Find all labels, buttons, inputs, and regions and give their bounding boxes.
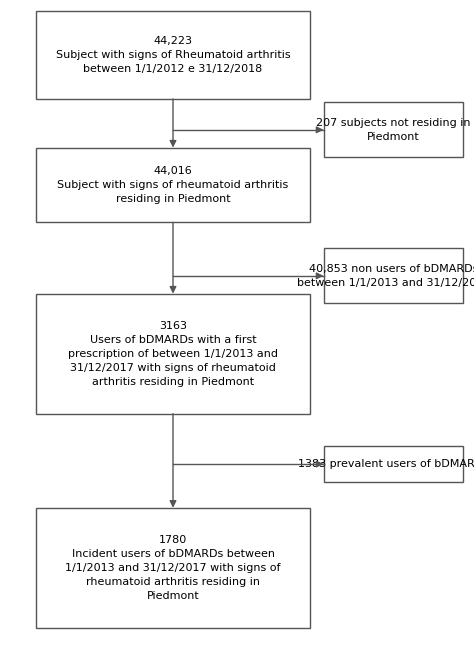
Text: 44,223
Subject with signs of Rheumatoid arthritis
between 1/1/2012 e 31/12/2018: 44,223 Subject with signs of Rheumatoid … bbox=[56, 36, 290, 74]
FancyBboxPatch shape bbox=[36, 293, 310, 414]
Text: 40,853 non users of bDMARDs
between 1/1/2013 and 31/12/2017: 40,853 non users of bDMARDs between 1/1/… bbox=[297, 264, 474, 288]
FancyBboxPatch shape bbox=[323, 447, 464, 482]
FancyBboxPatch shape bbox=[36, 148, 310, 222]
Text: 1780
Incident users of bDMARDs between
1/1/2013 and 31/12/2017 with signs of
rhe: 1780 Incident users of bDMARDs between 1… bbox=[65, 535, 281, 601]
Text: 207 subjects not residing in
Piedmont: 207 subjects not residing in Piedmont bbox=[316, 118, 471, 141]
Text: 1383 prevalent users of bDMARDs: 1383 prevalent users of bDMARDs bbox=[298, 459, 474, 469]
Text: 44,016
Subject with signs of rheumatoid arthritis
residing in Piedmont: 44,016 Subject with signs of rheumatoid … bbox=[57, 166, 289, 204]
Text: 3163
Users of bDMARDs with a first
prescription of between 1/1/2013 and
31/12/20: 3163 Users of bDMARDs with a first presc… bbox=[68, 321, 278, 387]
FancyBboxPatch shape bbox=[323, 102, 464, 157]
FancyBboxPatch shape bbox=[323, 249, 464, 304]
FancyBboxPatch shape bbox=[36, 11, 310, 99]
FancyBboxPatch shape bbox=[36, 508, 310, 628]
